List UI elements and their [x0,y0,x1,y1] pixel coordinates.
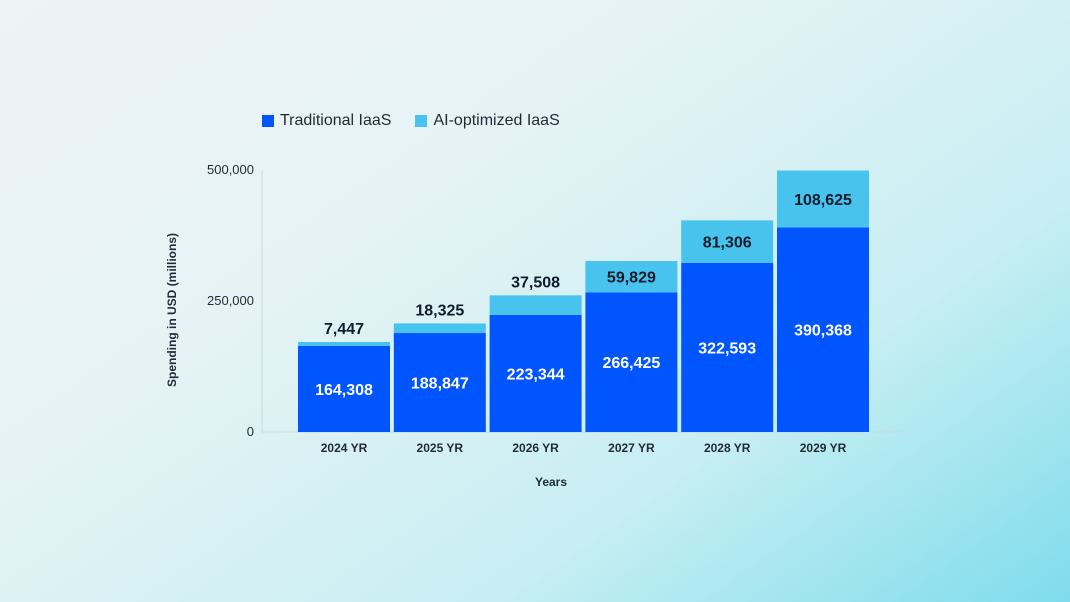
data-label-traditional: 164,308 [315,382,373,399]
y-tick-label: 0 [247,424,254,439]
y-tick-label: 500,000 [207,162,254,177]
y-tick-label: 250,000 [207,293,254,308]
legend-label-ai-optimized: AI-optimized IaaS [433,112,560,129]
bar-ai-optimized [489,295,582,315]
bar-traditional [681,262,774,432]
legend-item-traditional: Traditional IaaS [262,112,391,130]
bar-ai-optimized [777,170,869,228]
legend-swatch-traditional [262,115,274,127]
data-label-ai-optimized: 108,625 [794,192,852,209]
x-tick-label: 2026 YR [512,441,559,455]
data-label-ai-optimized: 7,447 [324,321,364,338]
x-tick-label: 2025 YR [417,441,464,455]
x-axis-label: Years [534,475,568,489]
data-label-ai-optimized: 81,306 [703,235,752,252]
bar-ai-optimized [393,323,486,334]
x-tick-label: 2028 YR [704,441,751,455]
data-label-traditional: 188,847 [411,376,469,393]
data-label-traditional: 223,344 [507,366,565,383]
legend-swatch-ai-optimized [415,115,428,127]
bar-traditional [585,292,678,432]
data-label-ai-optimized: 18,325 [415,302,464,319]
data-label-traditional: 322,593 [698,340,756,357]
y-axis-label: Spending in USD (millions) [165,233,179,387]
chart-legend: Traditional IaaS AI-optimized IaaS [262,112,560,130]
bar-ai-optimized [298,342,390,346]
bar-traditional [489,314,582,432]
data-label-ai-optimized: 37,508 [511,274,560,291]
bar-traditional [298,345,390,432]
data-label-traditional: 266,425 [602,355,660,372]
x-tick-label: 2029 YR [800,441,847,455]
x-tick-label: 2027 YR [608,441,655,455]
bar-traditional [393,333,486,432]
legend-item-ai-optimized: AI-optimized IaaS [415,112,560,130]
x-tick-label: 2024 YR [321,441,368,455]
data-label-traditional: 390,368 [794,323,852,340]
bar-ai-optimized [585,261,678,293]
legend-label-traditional: Traditional IaaS [280,112,392,129]
bar-traditional [777,227,869,432]
data-label-ai-optimized: 59,829 [607,270,656,287]
bar-ai-optimized [681,220,774,263]
